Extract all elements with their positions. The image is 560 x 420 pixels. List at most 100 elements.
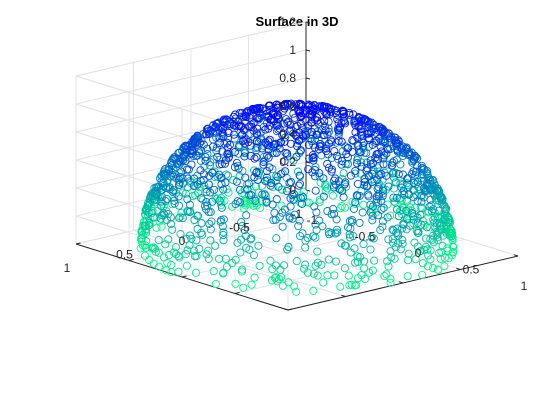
y-tick-mark (513, 254, 519, 257)
scatter-point (380, 126, 389, 136)
scatter-point (157, 201, 166, 210)
scatter-point (272, 100, 281, 109)
scatter-point (333, 228, 342, 237)
scatter-point (309, 286, 318, 295)
scatter-point (295, 231, 305, 241)
scatter-point (181, 156, 190, 165)
scatter-point (204, 246, 213, 255)
chart-title: Surface in 3D (255, 14, 338, 29)
y-tick-label: 0 (179, 234, 186, 248)
scatter-point (211, 279, 220, 288)
scatter-point (245, 245, 254, 254)
scatter-point (292, 152, 301, 161)
y-tick-mark (398, 281, 404, 284)
scatter-point (382, 149, 391, 158)
scatter-point (216, 198, 225, 207)
scatter-point (288, 191, 297, 200)
scatter-point (428, 264, 437, 273)
scatter-point (309, 269, 318, 278)
scatter-point (326, 136, 336, 145)
scatter-point (208, 142, 217, 151)
scatter-point (325, 230, 334, 239)
scatter-point (272, 234, 281, 243)
scatter-point (183, 174, 192, 183)
z-tick-mark (305, 189, 311, 192)
scatter-point (449, 243, 458, 252)
scatter-point (207, 217, 216, 226)
scatter-point (244, 179, 253, 188)
scatter-point (293, 167, 302, 176)
scatter-point (315, 172, 324, 181)
scatter-point (220, 196, 229, 205)
scatter-point (447, 232, 456, 241)
scatter-point (423, 262, 432, 271)
scatter-point (275, 144, 284, 153)
scatter-point (377, 205, 386, 214)
scatter-point (369, 234, 378, 243)
scatter-point (402, 206, 411, 215)
scatter-point (355, 252, 365, 262)
scatter-point (162, 194, 171, 203)
scatter-point (394, 170, 403, 179)
scatter-point (231, 255, 240, 264)
wall-gridline-z (75, 49, 307, 105)
scatter-point (413, 177, 422, 186)
scatter-point (434, 265, 443, 274)
scatter-point (218, 147, 227, 156)
scatter-point (170, 196, 179, 205)
scatter-point (229, 112, 238, 121)
scatter-point (378, 217, 388, 226)
scatter-point (448, 229, 457, 238)
scatter-point (309, 156, 318, 165)
grid-layer (75, 21, 519, 311)
scatter-point (243, 185, 252, 194)
scatter-point (338, 157, 347, 166)
scatter-point (187, 234, 196, 243)
scatter-point (285, 126, 294, 135)
scatter-point (404, 190, 413, 199)
scatter-point (330, 271, 339, 280)
scatter-point (255, 261, 264, 270)
scatter-point (275, 139, 284, 148)
scatter-point (187, 160, 196, 169)
scatter-point (246, 235, 255, 244)
scatter-point (260, 156, 269, 165)
scatter-point (413, 242, 422, 251)
scatter-point (268, 200, 277, 209)
scatter-point (264, 145, 273, 154)
y-tick-label: 0.5 (116, 248, 133, 262)
scatter-point (312, 113, 321, 122)
scatter-point (154, 262, 164, 271)
scatter-point (206, 236, 215, 245)
x-tick-label: 0 (415, 246, 422, 260)
scatter-point (394, 231, 403, 240)
scatter-point (176, 212, 185, 221)
scatter-point (230, 147, 239, 157)
scatter-point (399, 186, 408, 195)
scatter-point (326, 107, 335, 116)
scatter-point (216, 174, 225, 183)
scatter-point (337, 137, 346, 146)
scatter-point (303, 127, 312, 136)
scatter-point (386, 247, 395, 256)
scatter-point (419, 193, 428, 202)
scatter-point (197, 219, 206, 228)
z-tick-label: 1.2 (279, 15, 296, 29)
scatter-point (398, 235, 407, 244)
x-tick-mark (234, 291, 240, 294)
scatter-point (234, 164, 243, 173)
scatter-point (174, 267, 183, 276)
scatter-point (329, 204, 338, 214)
scatter-point (267, 178, 276, 188)
scatter-point (330, 209, 339, 218)
scatter-point (154, 248, 163, 257)
scatter-point (382, 160, 391, 169)
scatter-point (321, 126, 330, 135)
scatter-point (272, 112, 281, 121)
wall-gridline-z (75, 215, 289, 283)
scatter-point (373, 154, 382, 164)
scatter-point (322, 144, 331, 153)
scatter-point (238, 130, 247, 139)
